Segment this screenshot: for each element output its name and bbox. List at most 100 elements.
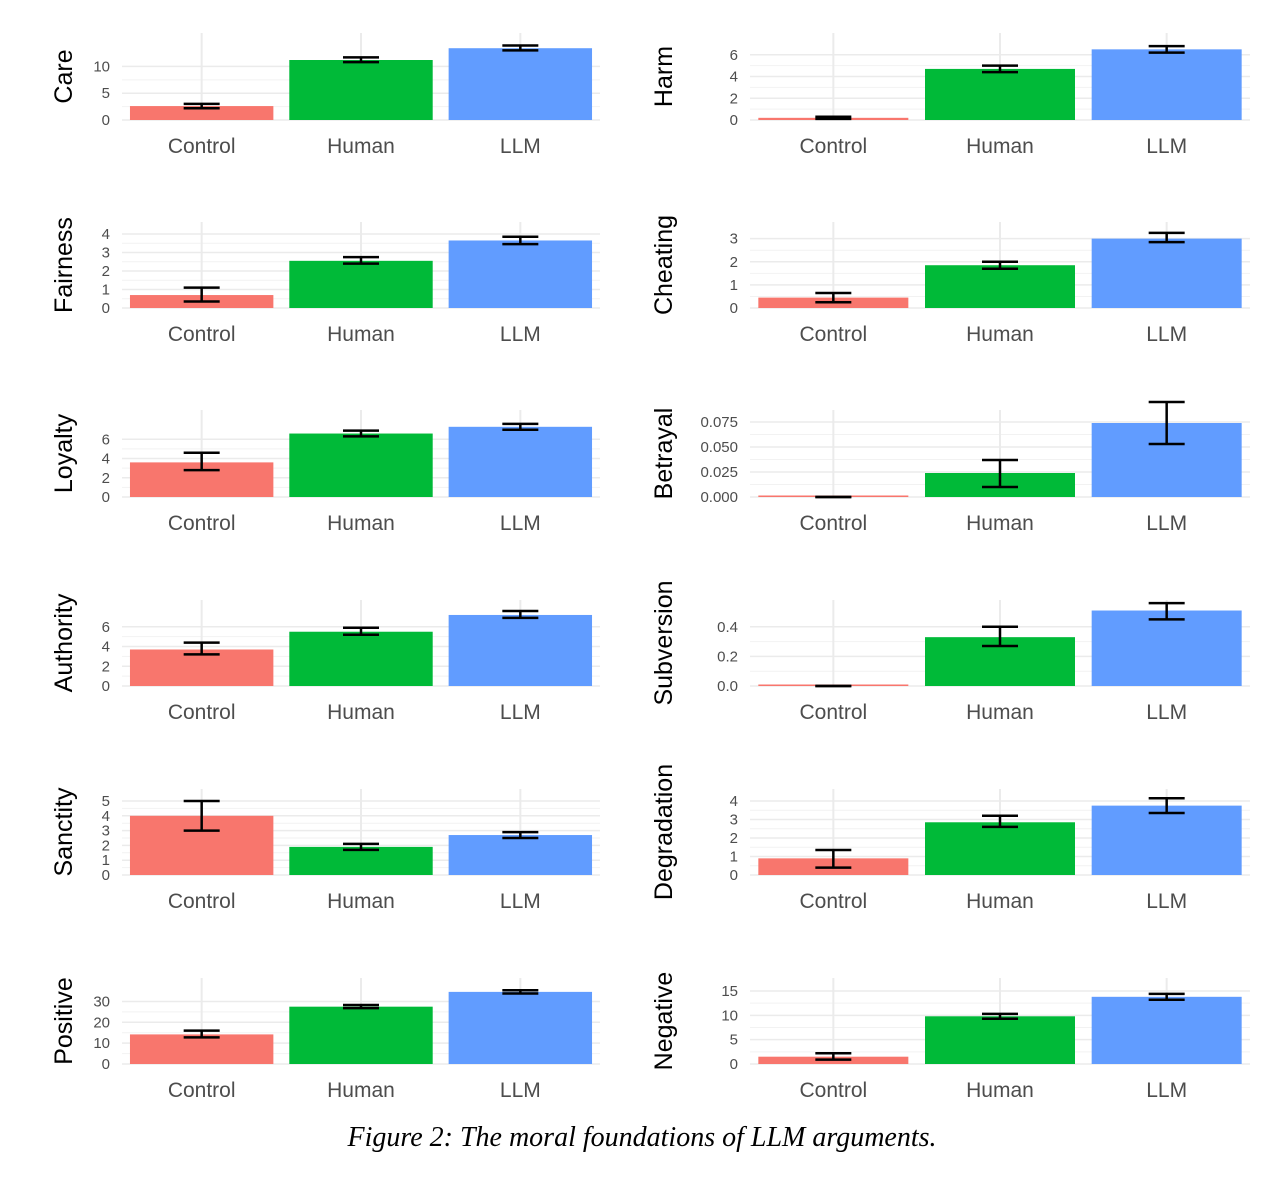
category-label-llm: LLM: [500, 323, 541, 346]
errorbar-fairness-llm: [502, 235, 539, 246]
y-tick-label: 1: [102, 852, 110, 869]
bar-negative-llm: [1091, 996, 1242, 1064]
panel-betrayal: Control Human LLM 0.000 0.025 0.050 0.075 Betra…: [650, 400, 1250, 535]
errorbar-loyalty-human: [343, 429, 379, 438]
panel-cheating: Control Human LLM 0 1 2 3 Cheating: [650, 215, 1250, 346]
y-tick-label: 2: [102, 263, 110, 280]
y-tick-label: 2: [102, 658, 110, 675]
panel-negative: Control Human LLM 0 5 10 15 Negative: [650, 972, 1250, 1102]
errorbar-sanctity-llm: [502, 830, 539, 840]
bar-degradation-human: [925, 822, 1075, 875]
category-label-human: Human: [327, 890, 395, 913]
y-tick-label: 0: [730, 112, 738, 129]
y-tick-label: 3: [102, 823, 110, 840]
y-axis-label-fairness: Fairness: [50, 217, 78, 313]
y-tick-label: 4: [102, 226, 110, 243]
bar-fairness-human: [289, 260, 433, 308]
category-label-human: Human: [327, 701, 395, 724]
bar-cheating-llm: [1091, 238, 1242, 308]
y-tick-label: 0: [730, 867, 738, 884]
errorbar-subversion-human: [982, 625, 1018, 648]
errorbar-care-llm: [502, 44, 539, 52]
errorbar-negative-llm: [1148, 992, 1185, 1001]
category-label-human: Human: [966, 135, 1034, 158]
bar-care-llm: [448, 48, 593, 120]
category-label-control: Control: [168, 512, 236, 535]
y-axis-label-betrayal: Betrayal: [650, 408, 678, 500]
bar-positive-llm: [448, 991, 593, 1064]
category-label-llm: LLM: [1146, 135, 1187, 158]
y-tick-label: 10: [93, 58, 110, 75]
bar-sanctity-llm: [448, 835, 593, 875]
bar-negative-human: [925, 1016, 1075, 1064]
y-tick-label: 4: [102, 451, 110, 468]
bar-positive-human: [289, 1006, 433, 1064]
errorbar-fairness-human: [343, 255, 379, 265]
bar-loyalty-human: [289, 433, 433, 497]
category-label-control: Control: [168, 323, 236, 346]
y-tick-label: 15: [721, 983, 738, 1000]
y-tick-label: 2: [102, 837, 110, 854]
figure-caption: Figure 2: The moral foundations of LLM a…: [347, 1122, 937, 1153]
y-tick-label: 0.050: [700, 439, 738, 456]
y-tick-label: 0: [102, 867, 110, 884]
errorbar-sanctity-human: [343, 842, 379, 852]
bar-cheating-human: [925, 265, 1075, 308]
y-tick-label: 3: [102, 245, 110, 262]
y-tick-label: 2: [102, 470, 110, 487]
y-tick-label: 5: [102, 85, 110, 102]
y-tick-label: 1: [102, 282, 110, 299]
y-axis-label-positive: Positive: [50, 977, 78, 1065]
errorbar-authority-llm: [502, 609, 539, 620]
y-tick-label: 0: [102, 678, 110, 695]
bar-harm-llm: [1091, 49, 1242, 120]
panel-authority: Control Human LLM 0 2 4 6 Authority: [50, 593, 600, 724]
y-tick-label: 0.0: [717, 678, 738, 695]
y-tick-label: 0.000: [700, 489, 738, 506]
y-tick-label: 6: [730, 47, 738, 64]
y-tick-label: 2: [730, 254, 738, 271]
category-label-human: Human: [966, 323, 1034, 346]
y-tick-label: 6: [102, 619, 110, 636]
category-label-control: Control: [168, 135, 236, 158]
category-label-control: Control: [168, 890, 236, 913]
category-label-llm: LLM: [500, 890, 541, 913]
errorbar-positive-llm: [502, 988, 539, 995]
bar-authority-human: [289, 631, 433, 686]
errorbar-harm-llm: [1148, 44, 1185, 54]
y-tick-label: 1: [730, 277, 738, 294]
category-label-control: Control: [799, 890, 867, 913]
errorbar-negative-human: [982, 1012, 1018, 1020]
y-axis-label-care: Care: [50, 49, 78, 103]
panel-degradation: Control Human LLM 01 23 4 Degradation: [650, 764, 1250, 913]
errorbar-cheating-llm: [1148, 231, 1185, 244]
category-label-control: Control: [799, 512, 867, 535]
y-tick-label: 0.2: [717, 648, 738, 665]
panel-loyalty: Control Human LLM 0 2 4 6 Loyalty: [50, 410, 600, 535]
y-axis-label-cheating: Cheating: [650, 215, 678, 315]
panel-harm: Control Human LLM 0 2 4 6 Harm: [650, 33, 1250, 158]
category-label-llm: LLM: [1146, 890, 1187, 913]
errorbar-cheating-control: [815, 291, 852, 304]
y-tick-label: 10: [721, 1007, 738, 1024]
y-tick-label: 2: [730, 90, 738, 107]
y-tick-label: 0: [730, 1056, 738, 1073]
category-label-control: Control: [168, 1079, 236, 1102]
bar-harm-human: [925, 68, 1075, 120]
y-tick-label: 0: [102, 300, 110, 317]
errorbar-fairness-control: [183, 286, 220, 303]
y-tick-label: 0: [730, 300, 738, 317]
errorbar-degradation-human: [982, 814, 1018, 829]
category-label-llm: LLM: [500, 701, 541, 724]
category-label-llm: LLM: [500, 1079, 541, 1102]
category-label-llm: LLM: [1146, 512, 1187, 535]
y-axis-label-authority: Authority: [50, 593, 78, 692]
y-tick-label: 0: [102, 489, 110, 506]
y-axis-label-negative: Negative: [650, 972, 678, 1071]
bar-care-human: [289, 60, 433, 120]
y-tick-label: 0.075: [700, 414, 738, 431]
errorbar-positive-control: [183, 1029, 220, 1039]
category-label-human: Human: [966, 512, 1034, 535]
category-label-human: Human: [327, 135, 395, 158]
